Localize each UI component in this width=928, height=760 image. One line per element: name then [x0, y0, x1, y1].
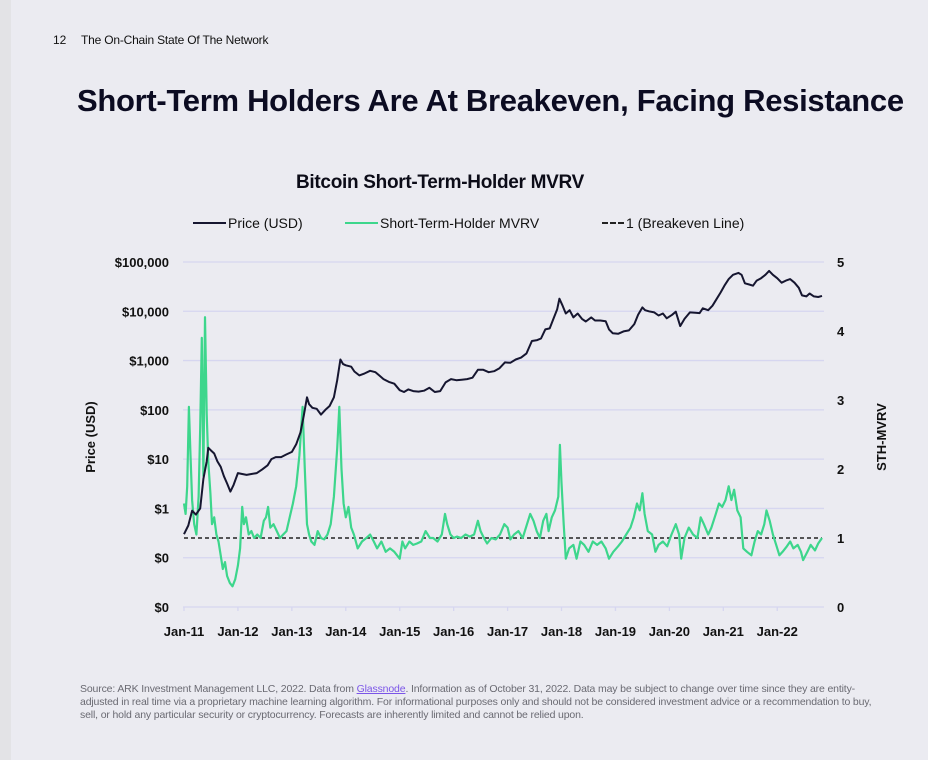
- page-headline: Short-Term Holders Are At Breakeven, Fac…: [77, 83, 904, 118]
- source-footnote: Source: ARK Investment Management LLC, 2…: [80, 683, 880, 722]
- left-tick-label: $10: [147, 452, 169, 467]
- footnote-suffix: . Information as of October 31, 2022. Da…: [80, 683, 872, 721]
- right-tick-label: 2: [837, 462, 844, 477]
- x-tick-label: Jan-17: [487, 624, 528, 639]
- x-tick-label: Jan-20: [649, 624, 690, 639]
- page-edge: [0, 0, 11, 760]
- left-tick-label: $0: [155, 600, 169, 615]
- x-axis-ticks: Jan-11 Jan-12 Jan-13 Jan-14 Jan-15 Jan-16 Jan-…: [164, 607, 798, 639]
- left-axis-ticks: $100,000 $10,000 $1,000 $100 $10 $1 $0 $0: [115, 255, 169, 615]
- x-tick-label: Jan-21: [703, 624, 744, 639]
- right-tick-label: 1: [837, 531, 844, 546]
- right-tick-label: 3: [837, 393, 844, 408]
- right-tick-label: 0: [837, 600, 844, 615]
- price-series-line: [183, 269, 823, 535]
- gridlines: [183, 261, 824, 608]
- legend-item-breakeven: 1 (Breakeven Line): [602, 215, 744, 231]
- x-tick-label: Jan-14: [325, 624, 367, 639]
- y-axis-label-left: Price (USD): [83, 401, 98, 473]
- x-tick-label: Jan-12: [217, 624, 258, 639]
- legend-label-price: Price (USD): [228, 215, 303, 231]
- right-tick-label: 4: [837, 324, 845, 339]
- legend-item-mvrv: Short-Term-Holder MVRV: [345, 215, 539, 231]
- x-tick-label: Jan-15: [379, 624, 420, 639]
- left-tick-label: $10,000: [122, 304, 169, 319]
- right-tick-label: 5: [837, 255, 844, 270]
- x-tick-label: Jan-11: [164, 624, 204, 639]
- left-tick-label: $1,000: [129, 354, 169, 369]
- left-tick-label: $100,000: [115, 255, 169, 270]
- left-tick-label: $1: [155, 501, 169, 516]
- section-title: The On-Chain State Of The Network: [81, 33, 269, 47]
- y-axis-label-right: STH-MVRV: [874, 403, 889, 471]
- x-tick-label: Jan-19: [595, 624, 636, 639]
- legend-swatch-breakeven: [602, 222, 624, 224]
- x-tick-label: Jan-22: [757, 624, 798, 639]
- left-tick-label: $0: [155, 551, 169, 566]
- chart-canvas: $100,000 $10,000 $1,000 $100 $10 $1 $0 $0 5 4 3 2 1…: [83, 255, 889, 639]
- x-tick-label: Jan-13: [271, 624, 312, 639]
- legend-item-price: Price (USD): [193, 215, 303, 231]
- x-tick-label: Jan-16: [433, 624, 474, 639]
- glassnode-link[interactable]: Glassnode: [356, 683, 406, 695]
- chart-title: Bitcoin Short-Term-Holder MVRV: [296, 172, 584, 193]
- legend-swatch-mvrv: [345, 222, 378, 224]
- footnote-prefix: Source: ARK Investment Management LLC, 2…: [80, 683, 357, 695]
- mvrv-series-line: [182, 316, 823, 588]
- legend-swatch-price: [193, 222, 226, 224]
- x-tick-label: Jan-18: [541, 624, 582, 639]
- page-number: 12: [53, 33, 67, 47]
- legend-label-breakeven: 1 (Breakeven Line): [626, 215, 745, 231]
- right-axis-ticks: 5 4 3 2 1 0: [837, 255, 845, 615]
- left-tick-label: $100: [140, 403, 169, 418]
- legend-label-mvrv: Short-Term-Holder MVRV: [380, 215, 540, 231]
